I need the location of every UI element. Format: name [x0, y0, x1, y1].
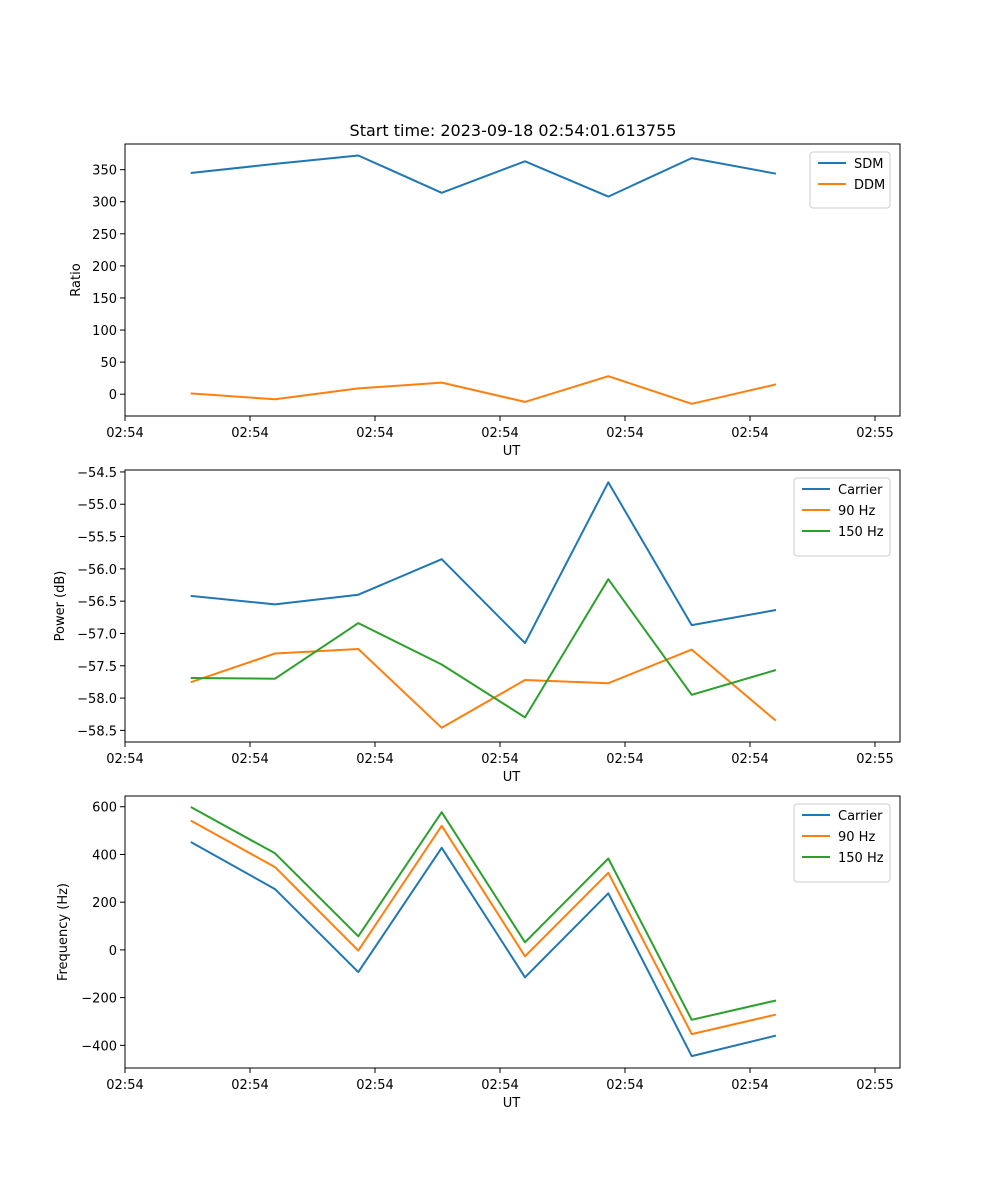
y-tick-label: −57.5: [77, 660, 117, 675]
series-line-90-hz: [190, 819, 777, 1036]
y-tick-label: −200: [81, 992, 117, 1007]
axes-frame: [124, 143, 901, 417]
legend-label: Carrier: [838, 483, 883, 498]
legend-label: 150 Hz: [838, 525, 884, 540]
x-tick-label: 02:54: [106, 1078, 143, 1093]
y-tick-label: 0: [109, 944, 117, 959]
legend: Carrier 90 Hz 150 Hz: [793, 477, 891, 557]
x-axis-label: UT: [503, 444, 521, 459]
x-tick-label: 02:54: [481, 1078, 518, 1093]
x-tick-label: 02:54: [731, 752, 768, 767]
y-tick-label: 250: [92, 228, 117, 243]
panel-2: 02:54 02:54 02:54 02:54 02:54 02:54 02:55 −58.5…: [53, 466, 901, 785]
y-tick-label: 350: [92, 164, 117, 179]
y-tick-label: 150: [92, 292, 117, 307]
y-axis-label: Frequency (Hz): [56, 883, 71, 981]
x-tick-label: 02:54: [606, 426, 643, 441]
y-tick-label: 200: [92, 896, 117, 911]
panel-3: 02:54 02:54 02:54 02:54 02:54 02:54 02:55 −400 −…: [56, 795, 901, 1111]
x-tick-label: 02:54: [356, 1078, 393, 1093]
x-tick-label: 02:55: [856, 1078, 893, 1093]
series-line-ddm: [190, 375, 777, 405]
axes-frame: [124, 795, 901, 1069]
y-tick-label: 400: [92, 848, 117, 863]
axes-frame: [124, 469, 901, 743]
y-tick-label: −58.0: [77, 692, 117, 707]
legend-label: 90 Hz: [838, 830, 875, 845]
series-line-carrier: [190, 841, 777, 1058]
x-tick-label: 02:55: [856, 426, 893, 441]
y-tick-label: 50: [100, 356, 117, 371]
y-tick-label: −55.0: [77, 498, 117, 513]
legend-frame: [793, 803, 891, 883]
y-tick-label: 600: [92, 801, 117, 816]
x-tick-label: 02:54: [606, 752, 643, 767]
y-tick-label: 100: [92, 324, 117, 339]
y-tick-label: 0: [109, 388, 117, 403]
series-line-150-hz: [190, 806, 777, 1021]
panels: 02:54 02:54 02:54 02:54 02:54 02:54 02:55 0 50 10…: [53, 143, 901, 1111]
x-tick-label: 02:54: [606, 1078, 643, 1093]
legend: Carrier 90 Hz 150 Hz: [793, 803, 891, 883]
x-tick-label: 02:54: [231, 426, 268, 441]
legend-frame: [809, 151, 891, 209]
legend-label: DDM: [854, 178, 885, 193]
y-tick-label: −56.5: [77, 595, 117, 610]
x-tick-label: 02:54: [731, 1078, 768, 1093]
y-tick-label: −56.0: [77, 563, 117, 578]
x-tick-label: 02:54: [481, 752, 518, 767]
x-tick-label: 02:54: [356, 752, 393, 767]
legend-frame: [793, 477, 891, 557]
y-tick-label: −400: [81, 1039, 117, 1054]
legend-label: Carrier: [838, 809, 883, 824]
y-tick-label: −57.0: [77, 627, 117, 642]
x-tick-label: 02:54: [106, 426, 143, 441]
x-axis-label: UT: [503, 770, 521, 785]
x-tick-label: 02:54: [106, 752, 143, 767]
x-axis-label: UT: [503, 1096, 521, 1111]
series-line-150-hz: [190, 578, 777, 719]
x-tick-label: 02:54: [231, 1078, 268, 1093]
y-tick-label: −58.5: [77, 724, 117, 739]
y-axis-label: Ratio: [69, 263, 84, 296]
legend: SDM DDM: [809, 151, 891, 209]
x-tick-label: 02:54: [356, 426, 393, 441]
x-tick-label: 02:55: [856, 752, 893, 767]
y-tick-label: −54.5: [77, 466, 117, 481]
panel-1: 02:54 02:54 02:54 02:54 02:54 02:54 02:55 0 50 10…: [69, 143, 901, 459]
legend-label: 90 Hz: [838, 504, 875, 519]
y-tick-label: 200: [92, 260, 117, 275]
series-line-90-hz: [190, 648, 777, 729]
y-tick-label: 300: [92, 196, 117, 211]
y-axis-label: Power (dB): [53, 571, 68, 642]
y-tick-label: −55.5: [77, 531, 117, 546]
x-tick-label: 02:54: [731, 426, 768, 441]
figure-title: Start time: 2023-09-18 02:54:01.613755: [350, 121, 677, 140]
legend-label: SDM: [854, 157, 883, 172]
x-tick-label: 02:54: [481, 426, 518, 441]
x-tick-label: 02:54: [231, 752, 268, 767]
series-line-sdm: [190, 154, 777, 198]
series-line-carrier: [190, 481, 777, 645]
legend-label: 150 Hz: [838, 851, 884, 866]
